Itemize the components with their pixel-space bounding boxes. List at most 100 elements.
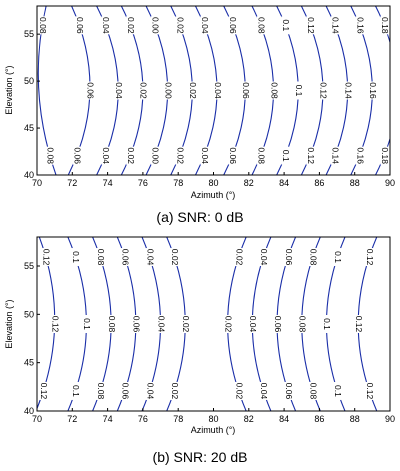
contour-label: 0.04 xyxy=(156,316,166,333)
x-tick-label: 82 xyxy=(244,178,254,188)
contour-label-bg xyxy=(259,248,268,267)
contour-label-bg xyxy=(281,146,290,165)
contour-label-bg xyxy=(297,315,306,333)
x-tick-label: 70 xyxy=(32,178,42,188)
panel-b: 0.12 0.12 0.12 0.1 0.1 0.1 0.08 0.08 0.08 0.06 0.0… xyxy=(4,236,395,465)
x-tick-label: 86 xyxy=(314,414,324,424)
contour-label: 0.14 xyxy=(343,82,353,99)
contour-label-bg xyxy=(256,16,265,35)
contour-line xyxy=(394,0,400,181)
contour-label: 0.06 xyxy=(273,316,283,333)
contour-label-bg xyxy=(248,315,257,333)
contour-label: 0.06 xyxy=(121,383,131,400)
contour-label: 0.02 xyxy=(234,249,244,266)
contour-label: 0.12 xyxy=(39,383,49,400)
contour-label-bg xyxy=(45,146,54,165)
contour-label-bg xyxy=(126,16,135,35)
contour-label-bg xyxy=(308,248,317,267)
contour-label: 0.06 xyxy=(228,147,238,164)
contour-label-bg xyxy=(333,248,342,267)
contour-label-bg xyxy=(284,248,293,267)
contour-label: 0.04 xyxy=(145,383,155,400)
contour-label-bg xyxy=(330,146,339,165)
contour-label-bg xyxy=(188,81,197,100)
contour-label-bg xyxy=(131,315,140,333)
contour-label-bg xyxy=(96,248,105,267)
contour-label: 0.16 xyxy=(355,17,365,34)
contour-label: 0.1 xyxy=(281,19,291,31)
contour-labels-b: 0.12 0.12 0.12 0.1 0.1 0.1 0.08 0.08 0.08 0.06 0.0… xyxy=(39,248,375,400)
x-tick-label: 74 xyxy=(103,414,113,424)
contour-label-bg xyxy=(284,381,293,400)
contour-label-bg xyxy=(256,146,265,165)
contour-label: 0.02 xyxy=(181,316,191,333)
contour-label: 0.1 xyxy=(71,385,81,397)
contour-label: 0.12 xyxy=(42,249,52,266)
contour-label: 0.08 xyxy=(298,316,308,333)
contour-label-bg xyxy=(71,381,80,400)
contour-label: 0.04 xyxy=(101,17,111,34)
contour-label: 0.06 xyxy=(228,17,238,34)
contour-label-bg xyxy=(259,381,268,400)
y-ticks-a: 40 45 50 55 xyxy=(24,29,40,180)
x-tick-label: 80 xyxy=(208,178,218,188)
contour-labels-a: 0.08 0.08 0.06 0.06 0.06 0.04 0.04 0.04 0.02 0.02… xyxy=(38,16,390,165)
contour-label-bg xyxy=(126,146,135,165)
contour-label: 0.04 xyxy=(259,249,269,266)
y-tick-label: 45 xyxy=(24,123,34,133)
contour-label-bg xyxy=(281,16,290,35)
contour-label: 0.06 xyxy=(132,316,142,333)
contour-label: 0.1 xyxy=(82,318,92,330)
contour-label: 0.08 xyxy=(308,383,318,400)
contour-label-bg xyxy=(200,146,209,165)
contour-label: 0.02 xyxy=(170,249,180,266)
contour-label-bg xyxy=(120,381,129,400)
x-tick-label: 72 xyxy=(67,414,77,424)
contour-label-bg xyxy=(234,248,243,267)
x-tick-label: 84 xyxy=(279,414,289,424)
contour-label: 0.02 xyxy=(175,147,185,164)
contour-label-bg xyxy=(39,381,48,400)
x-tick-label: 76 xyxy=(138,414,148,424)
contour-label: 0.08 xyxy=(46,147,56,164)
contour-label-bg xyxy=(318,81,327,100)
caption-a: (a) SNR: 0 dB xyxy=(156,209,243,225)
contour-label-bg xyxy=(72,146,81,165)
contour-label-bg xyxy=(228,16,237,35)
y-axis-label-b: Elevation (°) xyxy=(4,299,14,348)
x-tick-label: 70 xyxy=(32,414,42,424)
contour-label: 0.12 xyxy=(365,249,375,266)
contour-label: 0.02 xyxy=(170,383,180,400)
contour-label: 0.12 xyxy=(319,82,329,99)
contour-label: 0.12 xyxy=(354,316,364,333)
contour-label-bg xyxy=(50,315,59,333)
contour-label-bg xyxy=(156,315,165,333)
y-tick-label: 50 xyxy=(24,309,34,319)
x-tick-label: 86 xyxy=(314,178,324,188)
contour-label-bg xyxy=(101,16,110,35)
contour-label: 0.00 xyxy=(163,82,173,99)
y-axis-label-a: Elevation (°) xyxy=(4,65,14,114)
contour-label-bg xyxy=(241,81,250,100)
contour-label: 0.04 xyxy=(200,17,210,34)
contour-label-bg xyxy=(368,81,377,100)
contour-label-bg xyxy=(85,81,94,100)
contour-label-bg xyxy=(294,81,303,100)
contour-label-bg xyxy=(355,146,364,165)
y-tick-label: 40 xyxy=(24,170,34,180)
contour-label-bg xyxy=(163,81,172,100)
contour-label-bg xyxy=(308,381,317,400)
contour-label-bg xyxy=(175,146,184,165)
contour-label: 0.04 xyxy=(248,316,258,333)
x-tick-label: 88 xyxy=(350,414,360,424)
contour-label-bg xyxy=(175,16,184,35)
x-axis-label-b: Azimuth (°) xyxy=(191,425,236,435)
x-tick-label: 80 xyxy=(208,414,218,424)
contour-label-bg xyxy=(38,16,47,35)
contour-label: 0.04 xyxy=(200,147,210,164)
y-ticks-b: 40 45 50 55 xyxy=(24,261,40,416)
contour-label-bg xyxy=(223,315,232,333)
contour-label: 0.12 xyxy=(365,383,375,400)
contour-label: 0.18 xyxy=(380,17,390,34)
